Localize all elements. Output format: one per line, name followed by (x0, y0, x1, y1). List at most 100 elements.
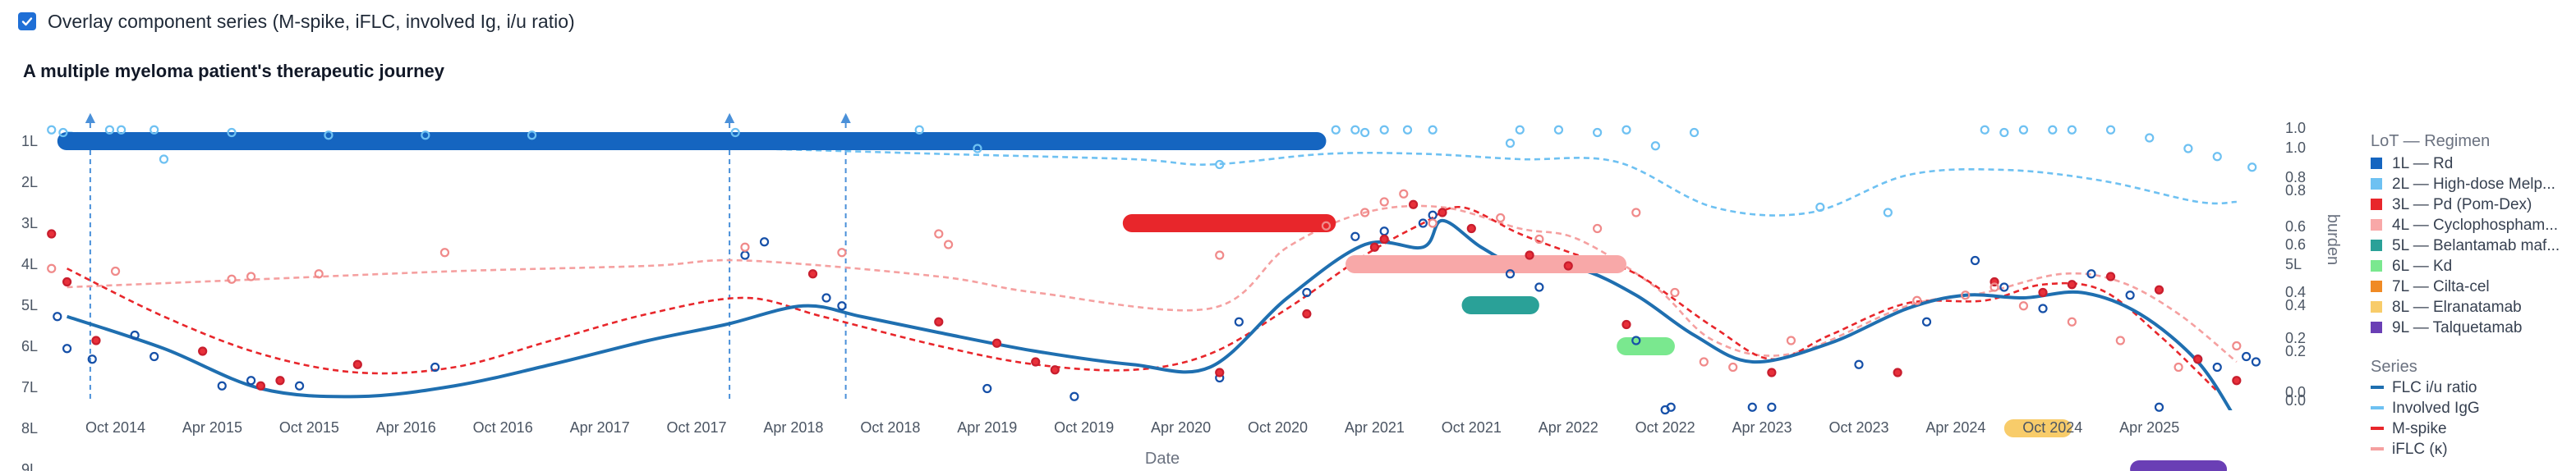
x-tick-label: Oct 2023 (1828, 419, 1888, 436)
data-point (1786, 336, 1796, 345)
regimen-bar[interactable] (57, 132, 1327, 150)
data-point (87, 354, 97, 364)
data-point (1379, 197, 1389, 207)
data-point (150, 125, 159, 135)
x-tick-label: Oct 2016 (473, 419, 533, 436)
legend-entry[interactable]: 1L — Rd (2392, 155, 2453, 172)
data-point (2115, 336, 2125, 345)
data-point (1622, 125, 1631, 135)
regimen-bar[interactable] (2003, 419, 2072, 437)
data-point (1990, 282, 1999, 292)
data-point (2086, 269, 2096, 279)
x-tick-label: Apr 2020 (1151, 419, 1211, 436)
legend-entry[interactable]: Involved IgG (2392, 400, 2480, 417)
data-point (1631, 208, 1641, 217)
legend-entry[interactable]: M-spike (2392, 420, 2447, 437)
legend-swatch (2371, 240, 2382, 251)
regimen-bar[interactable] (1461, 296, 1539, 314)
lot-axis-label: 2L (21, 174, 38, 190)
data-point (430, 362, 440, 373)
data-point (1050, 365, 1060, 375)
legend-swatch (2371, 301, 2382, 313)
data-point (2183, 144, 2193, 153)
data-point (439, 248, 450, 258)
data-point (1350, 125, 1360, 135)
right-tick-label: 0.2 (2285, 343, 2306, 359)
regimen-bar[interactable] (1122, 214, 1336, 232)
data-point (1402, 125, 1413, 135)
data-point (117, 125, 126, 135)
legend-entry[interactable]: 5L — Belantamab maf... (2392, 237, 2560, 254)
right-tick-label: 1.0 (2285, 139, 2306, 156)
data-point (1912, 295, 1922, 305)
lot-axis-label: 3L (21, 215, 38, 231)
data-point (1428, 125, 1438, 135)
data-point (1666, 402, 1676, 412)
regimen-bar[interactable] (2130, 460, 2228, 471)
x-tick-label: Apr 2022 (1539, 419, 1598, 436)
event-marker: ▲ (724, 109, 735, 125)
legend-entry[interactable]: iFLC (κ) (2392, 441, 2448, 458)
regimen-bar[interactable] (1346, 255, 1626, 273)
x-tick-label: Apr 2017 (570, 419, 630, 436)
data-point (973, 144, 982, 153)
legend-entry[interactable]: 7L — Cilta-cel (2392, 278, 2490, 295)
right-axis-label: burden (2324, 214, 2342, 265)
data-point (53, 312, 62, 322)
right-tick-label: 0.8 (2285, 169, 2306, 185)
data-point (1302, 309, 1312, 319)
data-point (1418, 218, 1428, 228)
data-point (1302, 287, 1312, 298)
x-tick-label: Oct 2022 (1635, 419, 1695, 436)
data-point (1883, 208, 1893, 217)
data-point (1999, 127, 2009, 138)
overlay-toggle[interactable]: Overlay component series (M-spike, iFLC,… (18, 8, 575, 34)
data-point (1854, 359, 1864, 369)
data-point (2067, 317, 2077, 327)
series-line (66, 218, 2233, 410)
data-point (1689, 127, 1700, 138)
data-point (246, 376, 256, 386)
legend-entry[interactable]: 2L — High-dose Melp... (2392, 176, 2555, 193)
legend-entry[interactable]: 9L — Talquetamab (2392, 319, 2522, 336)
legend-entry[interactable]: 8L — Elranatamab (2392, 299, 2522, 316)
x-axis-label: Date (1145, 450, 1180, 468)
data-point (2067, 125, 2077, 135)
data-point (1408, 199, 1419, 209)
data-point (1505, 138, 1516, 149)
data-point (227, 274, 237, 284)
data-point (1428, 218, 1438, 228)
data-point (1331, 125, 1341, 135)
data-point (1970, 255, 1980, 266)
lot-axis-label: 8L (21, 420, 38, 437)
x-tick-label: Oct 2019 (1054, 419, 1114, 436)
overlay-checkbox[interactable] (18, 12, 36, 30)
data-point (47, 263, 57, 273)
data-point (198, 346, 208, 356)
data-point (1747, 402, 1757, 412)
legend-swatch (2371, 322, 2382, 333)
data-point (1215, 159, 1225, 170)
legend-entry[interactable]: 3L — Pd (Pom-Dex) (2392, 196, 2532, 213)
series-line (67, 206, 2219, 392)
data-point (2154, 402, 2164, 412)
legend-entry[interactable]: 4L — Cyclophospham... (2392, 217, 2558, 234)
legend-entry[interactable]: FLC i/u ratio (2392, 379, 2477, 396)
data-point (1534, 234, 1544, 245)
data-point (1650, 141, 1660, 151)
right-tick-label: 0.4 (2285, 284, 2306, 300)
data-point (2251, 357, 2261, 367)
data-point (47, 229, 57, 239)
data-point (1215, 368, 1225, 377)
legend-entry[interactable]: 6L — Kd (2392, 258, 2452, 275)
chart-title: A multiple myeloma patient's therapeutic… (23, 61, 444, 81)
data-point (740, 242, 750, 252)
data-point (421, 130, 430, 140)
data-point (982, 383, 992, 394)
data-point (2038, 287, 2048, 298)
x-tick-label: Oct 2020 (1248, 419, 1308, 436)
data-point (1399, 189, 1409, 199)
data-point (91, 336, 101, 345)
regimen-bar[interactable] (1617, 337, 1675, 355)
